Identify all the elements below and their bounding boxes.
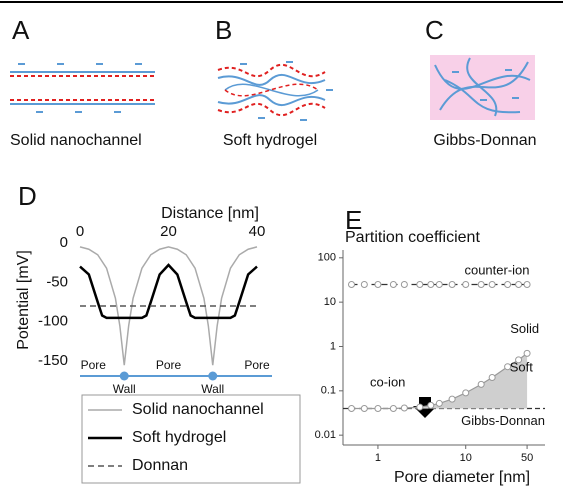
y-tick-label: -100 (38, 313, 68, 330)
panel-letter: D (18, 181, 37, 211)
reference-label: Gibbs-Donnan (461, 413, 545, 428)
y-tick-label: 10 (324, 296, 336, 308)
y-tick-label: -50 (46, 273, 68, 290)
data-point (488, 281, 496, 289)
shaded-area (351, 353, 528, 409)
wall-marker (208, 371, 218, 381)
y-tick-label: -150 (38, 352, 68, 369)
panel-caption: Solid nanochannel (10, 132, 142, 149)
data-point (435, 399, 443, 407)
data-point (400, 404, 408, 412)
y-tick-label: 0.1 (321, 385, 336, 397)
x-tick-label: 0 (76, 223, 84, 240)
data-point (515, 281, 523, 289)
y-tick-label: 0 (60, 234, 68, 251)
data-point (416, 403, 424, 411)
panel-caption: Gibbs-Donnan (433, 132, 536, 149)
annotation: Pore (156, 358, 182, 372)
legend-label: Solid nanochannel (132, 401, 264, 418)
annotation: Pore (81, 358, 107, 372)
panel-letter: B (215, 15, 232, 45)
panel-letter: E (345, 205, 362, 235)
x-tick-label: 50 (521, 452, 533, 464)
legend-label: Donnan (132, 457, 188, 474)
x-axis-label: Distance [nm] (161, 205, 259, 222)
data-point (348, 404, 356, 412)
hydrogel-diagram (217, 61, 333, 121)
chart-title: Partition coefficient (345, 229, 480, 246)
data-point (374, 404, 382, 412)
data-point (523, 349, 531, 357)
annotation: Solid (510, 321, 539, 336)
data-point (427, 281, 435, 289)
data-point (448, 395, 456, 403)
data-point (504, 363, 512, 371)
data-point (374, 281, 382, 289)
y-tick-label: 0.01 (315, 429, 336, 441)
series-label: co-ion (370, 374, 405, 389)
x-tick-label: 20 (160, 223, 177, 240)
series-line (79, 263, 258, 320)
x-tick-label: 40 (249, 223, 266, 240)
data-point (515, 356, 523, 364)
y-tick-label: 1 (330, 340, 336, 352)
panel-letter: A (12, 15, 30, 45)
y-axis-label: Potential [mV] (15, 250, 32, 350)
gibbs-donnan-diagram (430, 55, 535, 120)
data-point (477, 380, 485, 388)
data-point (427, 401, 435, 409)
x-axis-label: Pore diameter [nm] (394, 469, 530, 486)
data-point (488, 373, 496, 381)
panel-letter: C (425, 15, 444, 45)
panel-caption: Soft hydrogel (223, 132, 317, 149)
y-tick-label: 100 (318, 252, 336, 264)
data-point (462, 389, 470, 397)
series-label: counter-ion (464, 262, 529, 277)
data-point (523, 281, 531, 289)
data-point (400, 281, 408, 289)
annotation: Wall (113, 382, 136, 396)
annotation: Soft (510, 359, 534, 374)
x-tick-label: 10 (460, 452, 472, 464)
annotation: Pore (244, 358, 270, 372)
data-point (360, 281, 368, 289)
annotation: Wall (201, 382, 224, 396)
series-line (79, 246, 258, 366)
data-point (462, 281, 470, 289)
nanochannel-diagram (10, 63, 155, 113)
x-tick-label: 1 (375, 452, 381, 464)
data-point (477, 281, 485, 289)
data-point (360, 404, 368, 412)
data-point (348, 281, 356, 289)
data-point (435, 281, 443, 289)
data-point (416, 281, 424, 289)
wall-marker (119, 371, 129, 381)
data-point (389, 281, 397, 289)
legend-label: Soft hydrogel (132, 429, 226, 446)
data-point (504, 281, 512, 289)
data-point (448, 281, 456, 289)
data-point (389, 404, 397, 412)
